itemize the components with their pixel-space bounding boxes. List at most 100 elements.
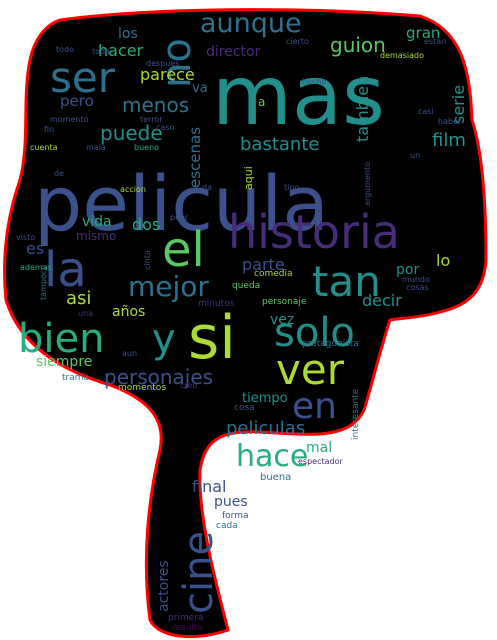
word-menos: menos — [122, 93, 189, 117]
word-ver: ver — [276, 345, 345, 394]
word-queda: queda — [232, 281, 260, 291]
word-decir: decir — [362, 291, 402, 310]
word-da: da — [202, 183, 212, 192]
word-mejor: mejor — [128, 270, 209, 303]
word-toda: toda — [92, 47, 110, 56]
word-aqui: aqui — [242, 166, 255, 190]
word-cine: cine — [176, 531, 222, 614]
word-peor: peor — [170, 213, 189, 222]
word-terror: terror — [140, 115, 163, 124]
word-serie: serie — [449, 85, 468, 124]
word-cosa: cosa — [234, 403, 255, 413]
word-pero: pero — [60, 92, 94, 110]
word-resulta: resulta — [172, 623, 203, 633]
word-protagonista: protagonista — [302, 339, 359, 349]
word-bien: bien — [18, 316, 104, 362]
word-tambien: tambien — [353, 76, 372, 142]
word-cosas: cosas — [406, 283, 429, 292]
word-interesante: interesante — [351, 388, 361, 440]
word-el: el — [162, 222, 205, 278]
word-la: la — [44, 242, 87, 298]
word-trama: trama — [62, 373, 89, 383]
word-lo: lo — [436, 251, 450, 270]
word-tampoco: tampoco — [39, 265, 48, 300]
word-mal: mal — [306, 440, 332, 456]
word-un: un — [410, 151, 420, 160]
word-aun: aun — [122, 349, 137, 358]
word-personajes: personajes — [104, 365, 213, 389]
word-a: a — [258, 95, 265, 109]
word-buena: buena — [260, 472, 291, 483]
word-despues: despues — [146, 59, 179, 68]
word-minutos: minutos — [198, 299, 235, 309]
word-tipo: tipo — [284, 183, 299, 192]
word-estan: estan — [424, 37, 446, 46]
word-final: final — [192, 477, 226, 496]
word-hacer: hacer — [98, 41, 144, 60]
word-los: los — [118, 26, 138, 42]
word-parece: parece — [140, 65, 195, 84]
word-mas: mas — [212, 49, 385, 144]
word-bueno: bueno — [134, 143, 159, 152]
word-bastante: bastante — [240, 134, 319, 155]
word-solo: solo — [274, 310, 355, 356]
word-casi: casi — [418, 107, 434, 116]
word-visto: visto — [16, 233, 35, 242]
word-demasiado: demasiado — [380, 51, 424, 60]
word-argumento: argumento — [363, 162, 372, 206]
word-si: si — [188, 303, 236, 373]
word-hace: hace — [236, 439, 308, 474]
word-parte: parte — [242, 255, 285, 274]
word-gran: gran — [406, 24, 440, 42]
word-aunque: aunque — [200, 8, 302, 39]
word-por: por — [396, 262, 419, 278]
word-todo: todo — [56, 45, 74, 54]
word-tan: tan — [312, 257, 381, 306]
word-accion: accion — [120, 185, 146, 194]
word-cuenta: cuenta — [30, 143, 58, 152]
word-cada: cada — [216, 521, 238, 531]
word-fin: fin — [44, 125, 54, 134]
word-tiempo: tiempo — [242, 391, 288, 406]
word-layer: pelicula mas si historia el la tan ver ser no bien… — [16, 8, 468, 633]
word-personaje: personaje — [262, 297, 307, 307]
word-vez: vez — [270, 312, 294, 328]
word-forma: forma — [222, 511, 249, 521]
word-ademas: ademas — [20, 263, 52, 272]
word-peliculas: peliculas — [226, 418, 305, 439]
word-pelicula: pelicula — [34, 159, 329, 248]
word-va: va — [192, 81, 208, 96]
word-hecho: hecho — [302, 77, 326, 86]
word-haber: haber — [438, 117, 462, 126]
word-caso: caso — [156, 123, 174, 132]
word-vida: vida — [82, 214, 112, 230]
word-mala: mala — [86, 143, 106, 152]
word-y: y — [152, 316, 176, 362]
word-en: en — [292, 386, 337, 427]
thumbs-down-silhouette — [3, 8, 488, 639]
word-actores: actores — [156, 560, 172, 612]
word-guion: guion — [330, 33, 386, 57]
word-momentos: momentos — [118, 383, 166, 393]
word-puede: puede — [100, 121, 163, 145]
word-comedia: comedia — [254, 269, 293, 279]
word-director: director — [206, 44, 261, 60]
word-cierto: cierto — [286, 37, 309, 46]
word-historia: historia — [228, 205, 400, 259]
word-primera: primera — [168, 613, 203, 623]
word-años: años — [112, 304, 145, 320]
word-cinta: cinta — [143, 250, 152, 270]
word-creo: creo — [180, 381, 197, 390]
word-dos: dos — [132, 215, 160, 234]
word-momento: momento — [50, 115, 89, 124]
word-ser: ser — [50, 53, 116, 102]
word-pues: pues — [214, 494, 248, 510]
word-asi: asi — [66, 288, 91, 309]
word-mismo: mismo — [76, 229, 116, 243]
word-de: de — [54, 169, 64, 178]
word-siempre: siempre — [36, 354, 92, 370]
word-es: es — [26, 239, 44, 258]
word-escenas: escenas — [186, 127, 204, 188]
word-espectador: espectador — [298, 457, 344, 466]
